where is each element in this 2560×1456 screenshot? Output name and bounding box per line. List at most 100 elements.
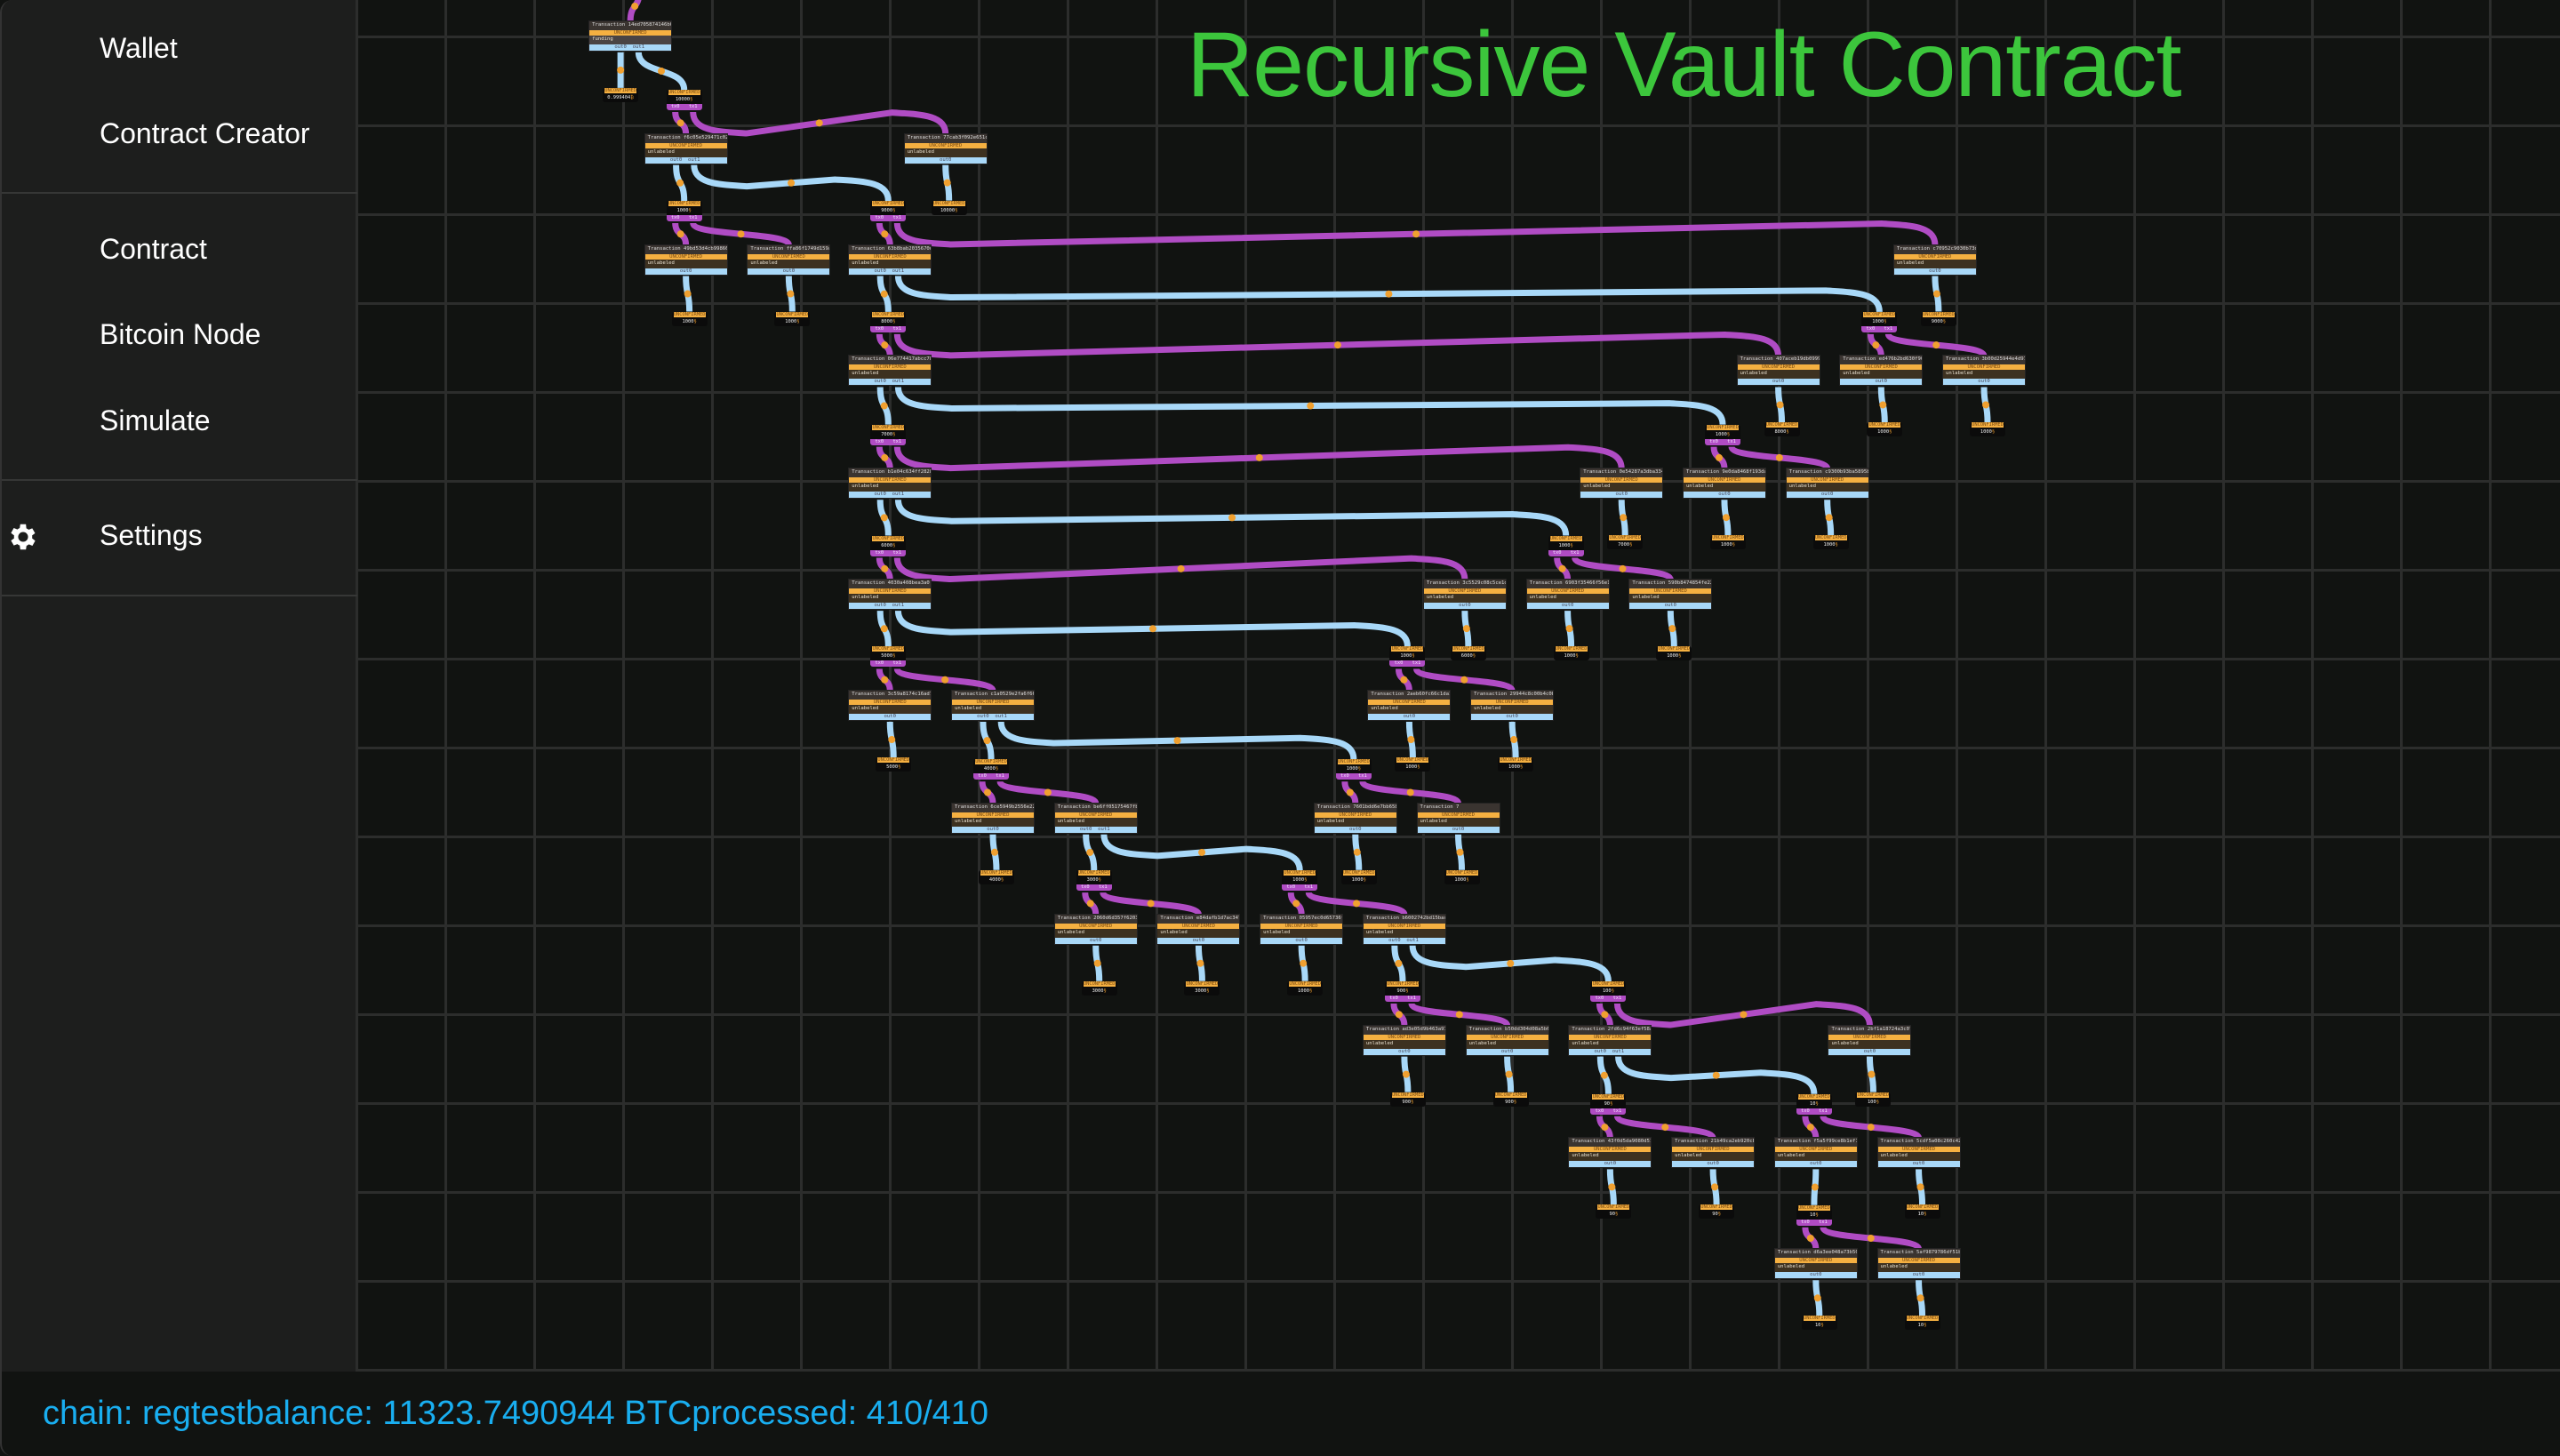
output-port[interactable]: out0: [1820, 492, 1834, 498]
spender-port[interactable]: tx0: [1394, 660, 1404, 667]
output-port[interactable]: out1: [1612, 1048, 1625, 1054]
output-port[interactable]: out0: [1398, 1048, 1411, 1054]
transaction-node[interactable]: Transaction 49bd53d4cb99866f UNCONFIRMED u…: [644, 244, 727, 275]
output-node[interactable]: UNCONFIRMED 4000§ tx0 tx1: [973, 759, 1010, 780]
transaction-node[interactable]: Transaction 14ed705874146b04 UNCONFIRMED f…: [589, 20, 672, 51]
output-port[interactable]: out0: [1079, 826, 1092, 832]
sidebar-item-bitcoin-node[interactable]: Bitcoin Node: [100, 318, 261, 350]
output-node[interactable]: UNCONFIRMED 1000§: [774, 311, 811, 326]
output-port[interactable]: out0: [1388, 937, 1401, 943]
output-node[interactable]: UNCONFIRMED 5000§ tx0 tx1: [870, 646, 907, 668]
transaction-node[interactable]: Transaction 6903f35466f56e1c UNCONFIRMED u…: [1526, 580, 1609, 610]
spender-port[interactable]: tx1: [1412, 660, 1421, 667]
output-port[interactable]: out0: [679, 268, 692, 274]
output-port[interactable]: out0: [1295, 937, 1308, 943]
spender-port[interactable]: tx1: [1884, 325, 1893, 332]
output-node[interactable]: UNCONFIRMED 1000§: [671, 311, 708, 326]
output-port[interactable]: out1: [892, 603, 905, 609]
transaction-node[interactable]: Transaction b1e04c634ff28287 UNCONFIRMED u…: [849, 468, 932, 499]
spender-port[interactable]: tx1: [1570, 549, 1580, 556]
transaction-node[interactable]: Transaction be6ff05175467fb0 UNCONFIRMED u…: [1054, 803, 1137, 833]
transaction-node[interactable]: Transaction 590b8474854fe22b UNCONFIRMED u…: [1629, 580, 1712, 610]
transaction-node[interactable]: Transaction b6002742bd15bac UNCONFIRMED un…: [1363, 914, 1445, 944]
output-node[interactable]: UNCONFIRMED 1000§: [1395, 757, 1431, 772]
output-port[interactable]: out0: [1500, 1048, 1514, 1054]
spender-port[interactable]: tx0: [1552, 549, 1562, 556]
transaction-node[interactable]: Transaction 05957ec0d65736f3 UNCONFIRMED u…: [1260, 914, 1343, 944]
transaction-node[interactable]: Transaction 2aeb60fc66c1da18 UNCONFIRMED u…: [1368, 691, 1451, 721]
spender-port[interactable]: tx1: [1819, 1219, 1828, 1225]
transaction-node[interactable]: Transaction f5a5f99ce8b1ef12 UNCONFIRMED u…: [1774, 1138, 1857, 1168]
spender-port[interactable]: tx1: [1612, 996, 1622, 1002]
spender-port[interactable]: tx0: [1286, 884, 1296, 891]
output-port[interactable]: out1: [892, 379, 905, 385]
spender-port[interactable]: tx0: [978, 773, 987, 780]
sidebar-item-settings[interactable]: Settings: [100, 519, 203, 551]
transaction-node[interactable]: Transaction 3b00d25944e4d977 UNCONFIRMED u…: [1943, 356, 2026, 386]
output-node[interactable]: UNCONFIRMED 1000§ tx0 tx1: [1389, 646, 1426, 668]
output-port[interactable]: out0: [874, 492, 886, 498]
spender-port[interactable]: tx1: [1819, 1108, 1828, 1114]
output-port[interactable]: out1: [1098, 826, 1110, 832]
spender-port[interactable]: tx0: [875, 549, 884, 556]
output-node[interactable]: UNCONFIRMED 1000§: [1498, 757, 1534, 772]
output-node[interactable]: UNCONFIRMED 6000§: [1450, 646, 1486, 661]
output-node[interactable]: UNCONFIRMED 3000§ tx0 tx1: [1076, 870, 1112, 892]
spender-port[interactable]: tx1: [1098, 884, 1108, 891]
output-port[interactable]: out0: [1594, 1048, 1607, 1054]
output-node[interactable]: UNCONFIRMED 10§: [1904, 1316, 1940, 1331]
transaction-node[interactable]: Transaction ad3e05d9b463a979 UNCONFIRMED u…: [1363, 1025, 1445, 1055]
output-node[interactable]: UNCONFIRMED 9000§ tx0 tx1: [870, 200, 907, 221]
output-node[interactable]: UNCONFIRMED 7000§ tx0 tx1: [870, 424, 907, 445]
spender-port[interactable]: tx0: [670, 214, 680, 220]
output-port[interactable]: out0: [1863, 1048, 1876, 1054]
spender-port[interactable]: tx0: [1080, 884, 1090, 891]
output-port[interactable]: out0: [1349, 826, 1362, 832]
transaction-node[interactable]: Transaction 77cab3f092e651cc UNCONFIRMED u…: [904, 133, 987, 164]
transaction-node[interactable]: Transaction 7 UNCONFIRMED unlabeled out0: [1417, 803, 1500, 833]
spender-port[interactable]: tx0: [1595, 1108, 1604, 1114]
output-node[interactable]: UNCONFIRMED 1000§ tx0 tx1: [1705, 424, 1741, 445]
transaction-node[interactable]: Transaction b50dd304d08a5b6d UNCONFIRMED u…: [1466, 1025, 1548, 1055]
output-port[interactable]: out1: [1406, 937, 1419, 943]
output-port[interactable]: out0: [874, 268, 886, 274]
transaction-node[interactable]: Transaction 0e54287a3dba3347 UNCONFIRMED u…: [1580, 468, 1663, 499]
output-port[interactable]: out0: [782, 268, 796, 274]
output-port[interactable]: out0: [987, 826, 999, 832]
spender-port[interactable]: tx1: [892, 549, 902, 556]
output-port[interactable]: out1: [688, 156, 700, 163]
output-port[interactable]: out0: [1403, 714, 1416, 720]
output-port[interactable]: out0: [1810, 1272, 1822, 1278]
output-port[interactable]: out0: [1718, 492, 1731, 498]
output-node[interactable]: UNCONFIRMED 1000§: [1656, 646, 1692, 661]
output-port[interactable]: out0: [1459, 603, 1471, 609]
output-node[interactable]: UNCONFIRMED 1000§: [1444, 869, 1480, 884]
output-node[interactable]: UNCONFIRMED 1000§: [1709, 535, 1746, 550]
output-port[interactable]: out0: [874, 379, 886, 385]
transaction-node[interactable]: Transaction 7601bdd6e7bb6589 UNCONFIRMED u…: [1314, 803, 1396, 833]
gear-icon[interactable]: [6, 520, 40, 554]
transaction-node[interactable]: Transaction c70952c9030b73d5 UNCONFIRMED u…: [1893, 244, 1976, 275]
sidebar-item-simulate[interactable]: Simulate: [100, 404, 211, 436]
transaction-node[interactable]: Transaction e84dafb1d7ac3471 UNCONFIRMED u…: [1157, 914, 1240, 944]
output-node[interactable]: UNCONFIRMED 5000§: [876, 757, 912, 772]
output-node[interactable]: UNCONFIRMED 90§ tx0 tx1: [1590, 1093, 1627, 1115]
spender-port[interactable]: tx0: [875, 438, 884, 444]
sidebar-item-contract[interactable]: Contract: [100, 233, 207, 265]
spender-port[interactable]: tx1: [892, 325, 902, 332]
transaction-node[interactable]: Transaction ffa86f1749d159aa UNCONFIRMED u…: [748, 244, 830, 275]
output-node[interactable]: UNCONFIRMED 1000§ tx0 tx1: [1335, 759, 1372, 780]
output-node[interactable]: UNCONFIRMED 1000§: [1812, 535, 1849, 550]
output-node[interactable]: UNCONFIRMED 4000§: [978, 869, 1014, 884]
output-node[interactable]: UNCONFIRMED 8000§: [1764, 422, 1800, 437]
spender-port[interactable]: tx0: [1595, 996, 1604, 1002]
transaction-node[interactable]: Transaction 21b49ca2eb920cbd UNCONFIRMED u…: [1672, 1138, 1755, 1168]
spender-port[interactable]: tx1: [688, 104, 698, 110]
output-node[interactable]: UNCONFIRMED 10§ tx0 tx1: [1796, 1204, 1832, 1226]
spender-port[interactable]: tx1: [892, 438, 902, 444]
output-node[interactable]: UNCONFIRMED 900§: [1389, 1092, 1426, 1107]
output-port[interactable]: out0: [614, 44, 627, 50]
spender-port[interactable]: tx1: [1357, 773, 1367, 780]
spender-port[interactable]: tx0: [1340, 773, 1349, 780]
output-port[interactable]: out0: [1810, 1161, 1822, 1167]
